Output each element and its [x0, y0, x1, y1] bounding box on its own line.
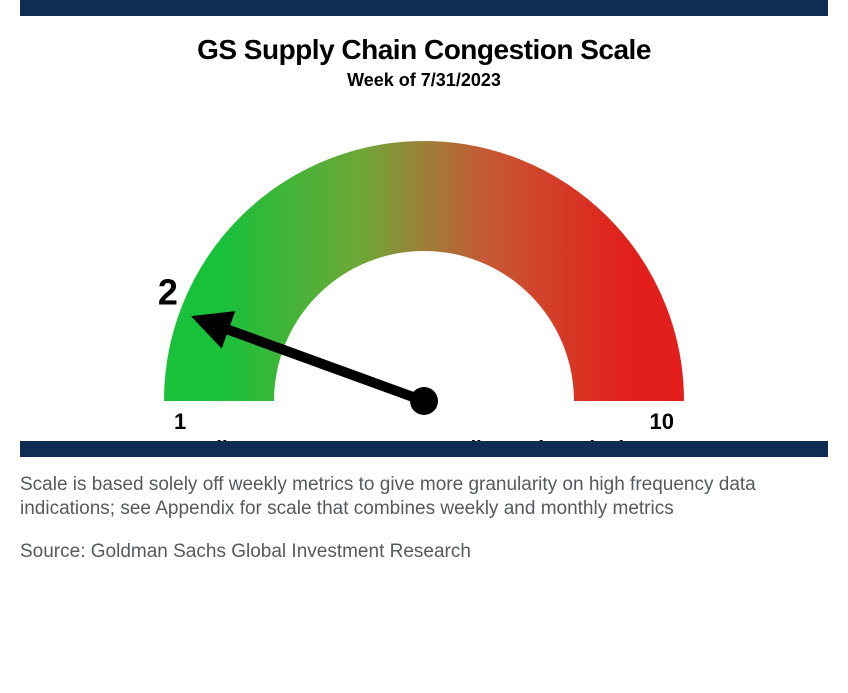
gauge-arc	[219, 196, 629, 401]
gauge-wrap: 2 1 10 Fully Open Fully Bottlenecked	[20, 101, 828, 441]
gauge-max-number: 10	[650, 409, 674, 434]
gauge-min-number: 1	[174, 409, 186, 434]
footnote-text: Scale is based solely off weekly metrics…	[20, 473, 828, 521]
chart-subtitle: Week of 7/31/2023	[20, 70, 828, 91]
header-block: GS Supply Chain Congestion Scale Week of…	[20, 34, 828, 91]
gauge-max-label: Fully Bottlenecked	[446, 438, 624, 441]
gauge-min-label: Fully Open	[192, 438, 295, 441]
chart-container: GS Supply Chain Congestion Scale Week of…	[0, 0, 848, 693]
bottom-rule-bar	[20, 441, 828, 457]
gauge-value-label: 2	[158, 271, 178, 312]
chart-title: GS Supply Chain Congestion Scale	[20, 34, 828, 66]
source-text: Source: Goldman Sachs Global Investment …	[20, 541, 828, 563]
gauge-chart: 2 1 10 Fully Open Fully Bottlenecked	[74, 101, 774, 441]
top-rule-bar	[20, 0, 828, 16]
gauge-hub	[410, 387, 438, 415]
